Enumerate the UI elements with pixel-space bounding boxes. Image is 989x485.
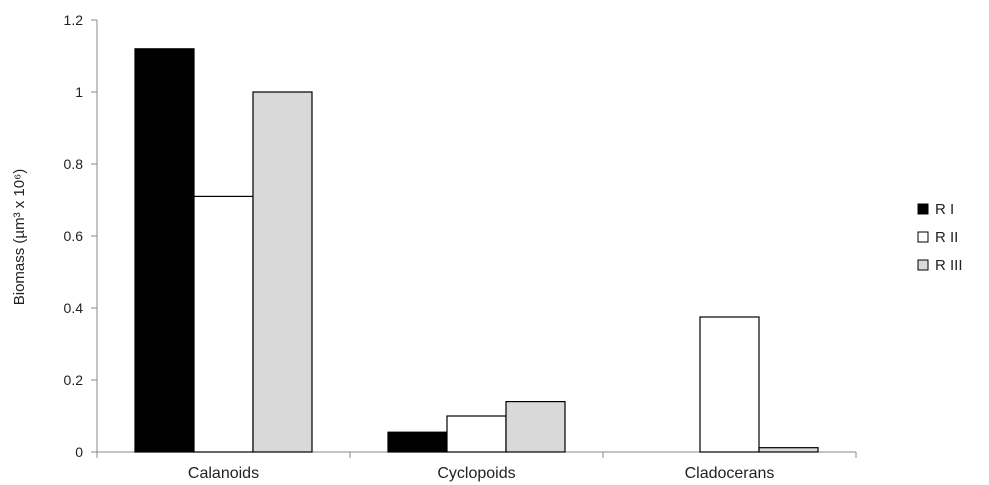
bar bbox=[758, 447, 819, 453]
legend-swatch bbox=[917, 259, 929, 271]
x-axis: Calanoids Cyclopoids Cladocerans bbox=[96, 451, 857, 482]
bar bbox=[699, 316, 760, 453]
legend: R I R II R III bbox=[917, 201, 963, 274]
y-tick-label: 0.8 bbox=[64, 156, 84, 172]
y-tick-label: 0.2 bbox=[64, 372, 84, 388]
y-tick-label: 0.6 bbox=[64, 228, 84, 244]
bar bbox=[193, 195, 254, 453]
y-tick-label: 0.4 bbox=[64, 300, 84, 316]
x-tick-label: Calanoids bbox=[188, 465, 259, 482]
x-tick-label: Cyclopoids bbox=[437, 465, 515, 482]
legend-swatch bbox=[917, 203, 929, 215]
y-tick-label: 1 bbox=[75, 84, 83, 100]
bar bbox=[387, 431, 448, 453]
y-tick-label: 1.2 bbox=[64, 12, 84, 28]
y-axis: 0 0.2 0.4 0.6 0.8 1 1.2 bbox=[64, 12, 98, 460]
legend-label: R III bbox=[935, 257, 963, 274]
legend-label: R II bbox=[935, 229, 958, 246]
bars bbox=[134, 48, 819, 453]
legend-label: R I bbox=[935, 201, 954, 218]
bar bbox=[134, 48, 195, 453]
y-tick-label: 0 bbox=[75, 444, 83, 460]
bar bbox=[252, 91, 313, 453]
legend-swatch bbox=[917, 231, 929, 243]
bar bbox=[446, 415, 507, 453]
bar bbox=[505, 401, 566, 453]
x-tick-label: Cladocerans bbox=[685, 465, 775, 482]
y-axis-label: Biomass (µm³ x 10⁶) bbox=[11, 169, 28, 306]
